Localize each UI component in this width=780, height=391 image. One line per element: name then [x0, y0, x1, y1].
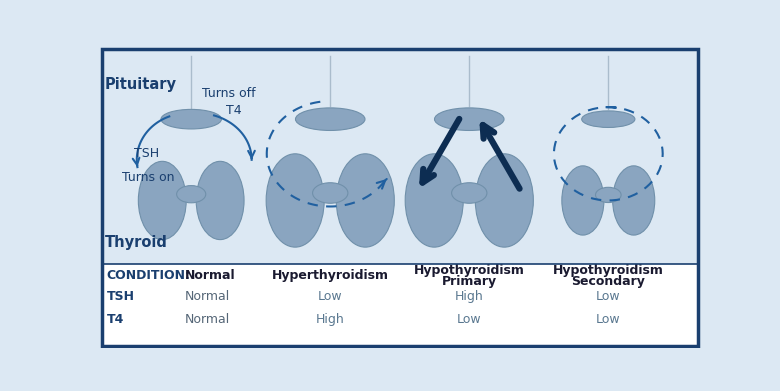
Text: Hypothyroidism: Hypothyroidism [553, 264, 664, 277]
Text: Turns off: Turns off [202, 87, 256, 100]
Text: Hypothyroidism: Hypothyroidism [414, 264, 525, 277]
Ellipse shape [138, 161, 186, 240]
Ellipse shape [452, 183, 487, 203]
Text: Hyperthyroidism: Hyperthyroidism [271, 269, 388, 282]
Text: Normal: Normal [185, 313, 230, 326]
Text: Thyroid: Thyroid [105, 235, 168, 250]
Text: T4: T4 [107, 313, 124, 326]
Text: Low: Low [596, 290, 621, 303]
Bar [101, 264, 698, 346]
Text: Primary: Primary [441, 274, 497, 288]
Ellipse shape [161, 109, 222, 129]
Ellipse shape [197, 161, 244, 240]
Text: High: High [455, 290, 484, 303]
Text: Normal: Normal [185, 290, 230, 303]
Text: High: High [316, 313, 345, 326]
Ellipse shape [595, 187, 621, 203]
Ellipse shape [434, 108, 504, 131]
Ellipse shape [266, 154, 324, 247]
Text: Secondary: Secondary [572, 274, 645, 288]
Ellipse shape [405, 154, 463, 247]
Ellipse shape [176, 186, 206, 203]
Ellipse shape [313, 183, 348, 203]
Ellipse shape [296, 108, 365, 131]
Ellipse shape [612, 166, 654, 235]
Ellipse shape [582, 111, 635, 127]
Text: Low: Low [596, 313, 621, 326]
Text: T4: T4 [226, 104, 242, 117]
Text: Normal: Normal [185, 269, 236, 282]
Text: Turns on: Turns on [122, 171, 174, 185]
Text: Low: Low [457, 313, 481, 326]
Ellipse shape [475, 154, 534, 247]
Ellipse shape [336, 154, 395, 247]
Text: CONDITION:: CONDITION: [107, 269, 190, 282]
Text: Low: Low [318, 290, 342, 303]
Ellipse shape [562, 166, 604, 235]
Text: TSH: TSH [107, 290, 135, 303]
Text: TSH: TSH [134, 147, 159, 160]
Text: Pituitary: Pituitary [105, 77, 177, 92]
